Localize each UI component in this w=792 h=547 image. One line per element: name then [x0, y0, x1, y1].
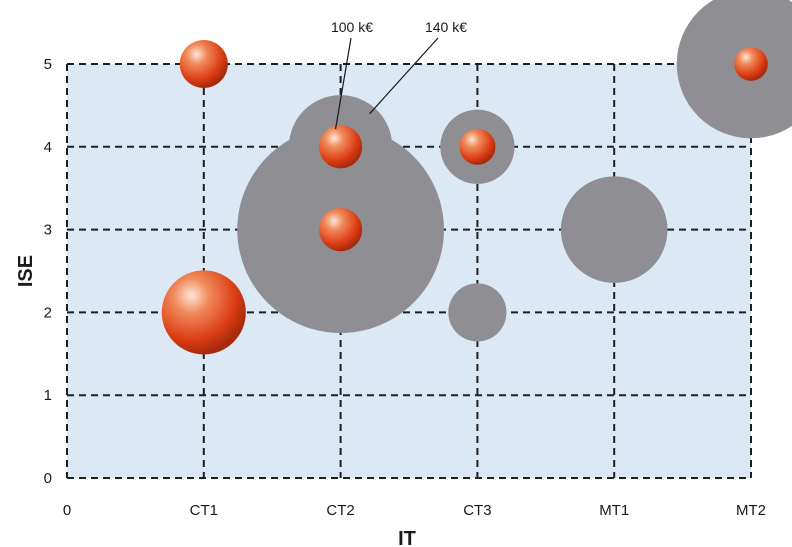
x-tick-label: MT1 [599, 502, 629, 519]
annotation-label: 140 k€ [425, 19, 467, 35]
orange-bubble [459, 128, 496, 165]
x-tick-label: 0 [63, 502, 71, 519]
bubbles [161, 0, 792, 355]
annotations: 100 k€ 140 k€ [331, 19, 467, 130]
y-tick-label: 1 [44, 387, 52, 404]
y-axis-ticks: 0 1 2 3 4 5 [44, 56, 52, 487]
y-axis-title: ISE [15, 255, 37, 287]
annotation-label: 100 k€ [331, 19, 373, 35]
gray-bubble [560, 176, 668, 283]
x-tick-label: CT3 [463, 502, 491, 519]
y-tick-label: 5 [44, 56, 52, 73]
orange-bubble [734, 47, 768, 81]
gray-bubble [448, 283, 507, 342]
orange-bubble [161, 270, 246, 355]
orange-bubble [179, 39, 228, 89]
x-tick-label: CT1 [190, 502, 218, 519]
y-tick-label: 2 [44, 304, 52, 321]
x-tick-label: MT2 [736, 502, 766, 519]
gray-bubble [676, 0, 792, 139]
y-tick-label: 4 [44, 139, 52, 156]
x-axis-title: IT [398, 528, 416, 547]
x-tick-label: CT2 [326, 502, 354, 519]
x-axis-ticks: 0 CT1 CT2 CT3 MT1 MT2 [63, 502, 766, 519]
annotation-leader-line [334, 37, 352, 130]
y-tick-label: 3 [44, 222, 52, 239]
y-tick-label: 0 [44, 470, 52, 487]
orange-bubble [318, 125, 363, 169]
orange-bubble [318, 207, 363, 252]
annotation-leader-line [369, 37, 439, 115]
